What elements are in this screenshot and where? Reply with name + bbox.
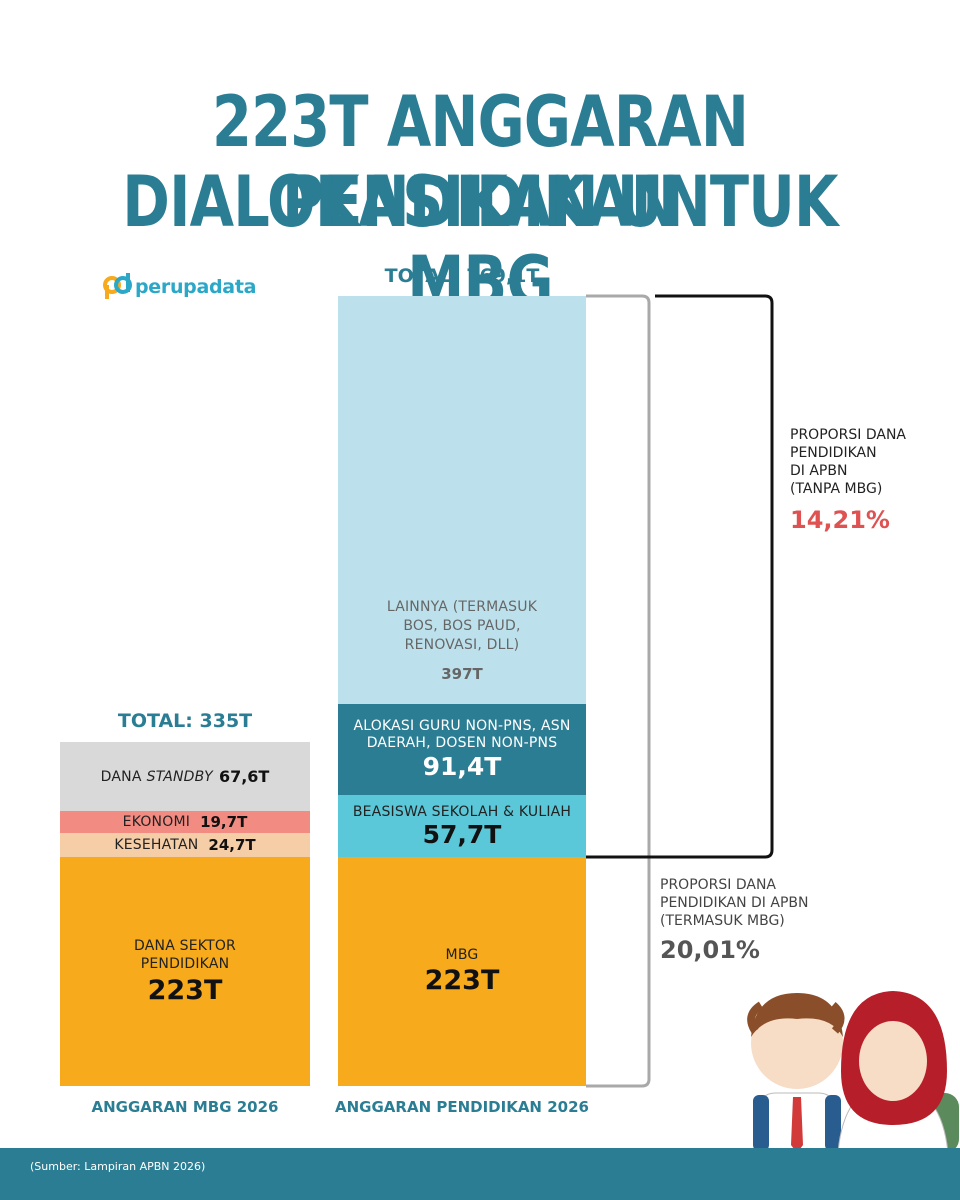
bracket-without-mbg <box>586 294 774 859</box>
segment-label-line2: BOS, BOS PAUD, <box>403 618 521 634</box>
annotation-line: (TANPA MBG) <box>790 481 883 497</box>
perupadata-logo: perupadata <box>102 272 256 302</box>
bracket-with-mbg <box>586 294 651 1088</box>
bar-mbg-segment-standby: DANA STANDBY 67,6T <box>60 742 310 811</box>
annotation-line: (TERMASUK MBG) <box>660 913 785 929</box>
total-label-mbg: TOTAL: 335T <box>117 710 253 732</box>
segment-label-italic: STANDBY <box>146 768 213 785</box>
segment-label-line1: LAINNYA (TERMASUK <box>386 599 538 615</box>
annotation-without-mbg: PROPORSI DANA PENDIDIKAN DI APBN (TANPA … <box>790 426 906 498</box>
perupadata-logo-icon <box>103 273 132 299</box>
total-label-pendidikan: TOTAL: 769,1T <box>384 265 540 287</box>
annotation-line: PENDIDIKAN <box>790 445 877 461</box>
pct-without-mbg: 14,21% <box>790 506 890 534</box>
annotation-line: PENDIDIKAN DI APBN <box>660 895 809 911</box>
segment-label-prefix: DANA <box>100 768 142 785</box>
segment-value: 24,7T <box>208 836 256 854</box>
page-title-line1: 223T ANGGARAN PENDIDIKAN <box>211 81 749 243</box>
segment-label: EKONOMI <box>122 814 191 830</box>
segment-value: 91,4T <box>422 752 502 781</box>
axis-label-mbg: ANGGARAN MBG 2026 <box>91 1098 279 1116</box>
segment-label-line3: RENOVASI, DLL) <box>404 637 520 653</box>
bar-mbg-segment-pendidikan: DANA SEKTOR PENDIDIKAN 223T <box>60 857 310 1086</box>
segment-value: 397T <box>441 665 483 683</box>
segment-value: 223T <box>147 975 223 1006</box>
axis-label-pendidikan: ANGGARAN PENDIDIKAN 2026 <box>335 1098 589 1116</box>
segment-value: 19,7T <box>200 813 248 831</box>
segment-label: KESEHATAN <box>114 837 199 853</box>
bar-mbg-segment-kesehatan: KESEHATAN 24,7T <box>60 833 310 857</box>
segment-label-line1: ALOKASI GURU NON-PNS, ASN <box>353 718 571 734</box>
segment-value: 223T <box>424 965 500 996</box>
bar-mbg-segment-ekonomi: EKONOMI 19,7T <box>60 811 310 833</box>
pct-with-mbg: 20,01% <box>660 936 760 964</box>
annotation-line: PROPORSI DANA <box>790 427 907 443</box>
annotation-line: DI APBN <box>790 463 848 479</box>
bar-pendidikan-segment-lainnya: LAINNYA (TERMASUK BOS, BOS PAUD, RENOVAS… <box>338 296 586 704</box>
annotation-with-mbg: PROPORSI DANA PENDIDIKAN DI APBN (TERMAS… <box>660 876 808 930</box>
segment-label: MBG <box>445 947 479 963</box>
segment-value: 67,6T <box>218 767 270 786</box>
annotation-line: PROPORSI DANA <box>660 877 777 893</box>
segment-value: 57,7T <box>422 819 502 849</box>
perupadata-logo-text: perupadata <box>135 276 257 298</box>
footer-bar <box>0 1148 960 1200</box>
source-note: (Sumber: Lampiran APBN 2026) <box>30 1160 206 1173</box>
bar-pendidikan-segment-guru: ALOKASI GURU NON-PNS, ASN DAERAH, DOSEN … <box>338 704 586 795</box>
segment-label: BEASISWA SEKOLAH & KULIAH <box>352 803 572 820</box>
segment-label: DANA SEKTOR PENDIDIKAN <box>134 938 236 972</box>
bar-pendidikan-segment-beasiswa: BEASISWA SEKOLAH & KULIAH 57,7T <box>338 795 586 857</box>
bar-pendidikan-segment-mbg: MBG 223T <box>338 857 586 1086</box>
segment-label-line2: DAERAH, DOSEN NON-PNS <box>366 735 558 751</box>
